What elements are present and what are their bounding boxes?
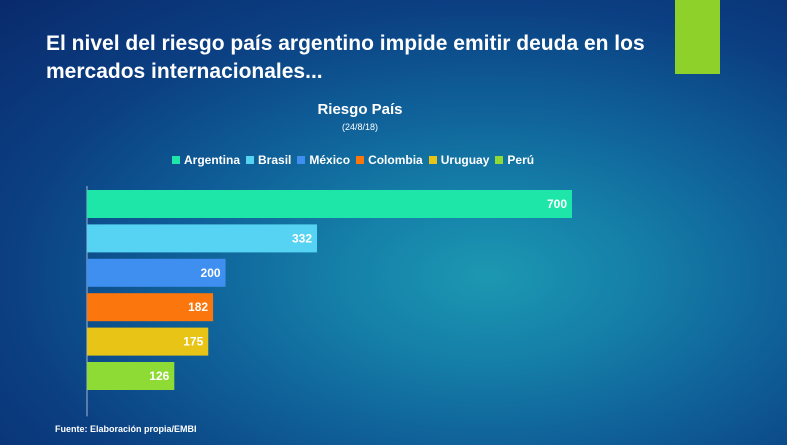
legend-swatch	[172, 156, 180, 164]
legend-label: Argentina	[184, 153, 241, 167]
legend-swatch	[428, 156, 437, 164]
legend-item: Perú	[495, 153, 534, 167]
chart-subtitle: (24/8/18)	[341, 122, 379, 132]
bar-perú	[87, 362, 175, 390]
bar-uruguay	[87, 327, 209, 356]
bar-value-label: 200	[201, 266, 221, 280]
legend-label: Uruguay	[440, 153, 490, 167]
legend-label: Colombia	[368, 153, 423, 167]
bar-value-label: 126	[149, 369, 169, 383]
legend-item: México	[297, 153, 350, 167]
legend-label: Perú	[507, 153, 535, 167]
bar-colombia	[87, 293, 214, 322]
legend-item: Colombia	[356, 153, 423, 167]
bar-méxico	[87, 258, 226, 287]
bar-value-label: 332	[292, 231, 312, 245]
legend-swatch	[495, 156, 504, 164]
bar-value-label: 182	[188, 300, 208, 314]
legend-label: México	[309, 153, 351, 167]
slide-title: El nivel del riesgo país argentino impid…	[46, 32, 645, 83]
legend-item: Uruguay	[428, 153, 490, 167]
chart-title: Riesgo País	[317, 101, 403, 118]
legend-swatch	[297, 156, 306, 164]
legend-item: Brasil	[246, 153, 291, 167]
source-note: Fuente: Elaboración propia/EMBI	[55, 424, 197, 434]
legend-swatch	[246, 156, 255, 164]
bar-value-label: 700	[547, 197, 567, 211]
chart-legend: Argentina Brasil México Colombia Uruguay Perú	[172, 152, 534, 168]
bar-brasil	[87, 224, 318, 253]
legend-label: Brasil	[258, 153, 292, 167]
bar-argentina	[87, 190, 572, 218]
legend-item: Argentina	[172, 153, 240, 167]
accent-bar	[675, 0, 720, 74]
bar-value-label: 175	[183, 335, 203, 349]
legend-swatch	[356, 156, 365, 164]
